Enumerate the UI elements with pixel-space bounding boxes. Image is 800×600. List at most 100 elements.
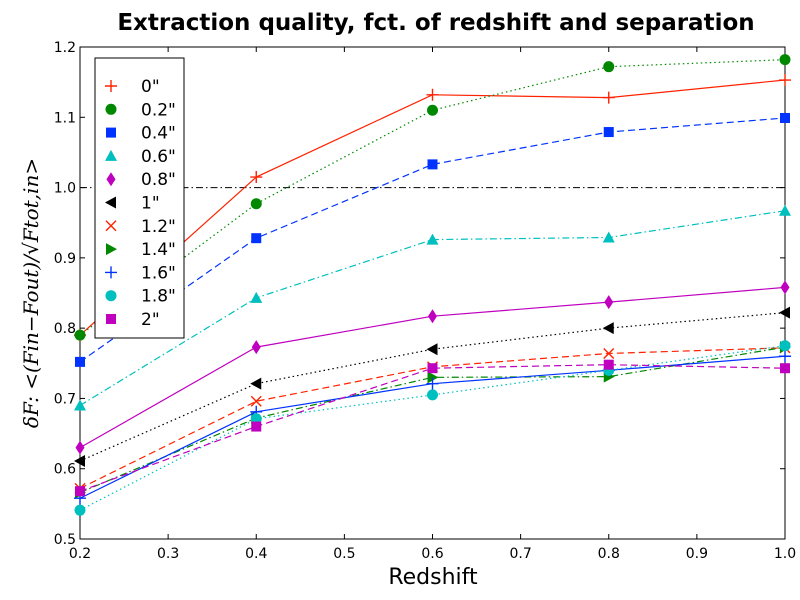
legend-marker <box>105 103 117 115</box>
data-point-0-1 <box>250 171 263 184</box>
data-point-0-2 <box>426 88 439 101</box>
data-point-3-4 <box>779 204 791 216</box>
data-point-1-4 <box>779 54 791 66</box>
plot-area: 0.2 0.3 0.4 0.5 0.6 0.7 0.8 0.9 1.0 0.5 0.6 0.7 0.8 0… <box>54 40 796 562</box>
series-line-5 <box>79 312 786 462</box>
data-point-10-1 <box>251 421 262 432</box>
legend-marker <box>106 314 116 324</box>
series-line-1 <box>79 59 786 336</box>
legend-marker <box>105 220 117 232</box>
x-tick-label: 0.4 <box>245 546 267 562</box>
legend-item: 1.2" <box>105 217 176 237</box>
y-tick-label: 1.2 <box>54 40 76 56</box>
data-point-3-1 <box>250 291 263 303</box>
data-point-5-3 <box>602 322 614 335</box>
data-point-1-2 <box>427 104 438 116</box>
legend-label: 1.4" <box>141 240 176 260</box>
legend-item: 1" <box>105 194 160 214</box>
data-point-10-0 <box>75 486 85 497</box>
legend-item: 1.6" <box>105 263 176 283</box>
x-axis-label: Redshift <box>388 565 478 590</box>
legend-label: 1" <box>141 194 160 214</box>
y-tick-label: 0.8 <box>54 321 76 337</box>
data-point-2-3 <box>603 127 614 138</box>
data-point-5-4 <box>779 306 790 319</box>
data-point-2-1 <box>251 233 262 244</box>
legend-label: 0" <box>141 77 160 97</box>
legend-marker <box>105 80 117 92</box>
x-tick-label: 0.7 <box>509 546 531 562</box>
legend-marker <box>105 149 117 161</box>
data-point-1-3 <box>603 61 615 73</box>
legend-marker <box>105 290 117 302</box>
legend-marker <box>105 266 117 279</box>
legend-label: 1.8" <box>141 287 176 307</box>
x-tick-label: 0.3 <box>157 546 179 562</box>
data-point-3-2 <box>426 233 439 245</box>
x-tick-label: 1.0 <box>774 546 796 562</box>
data-point-10-2 <box>427 363 438 374</box>
data-point-9-0 <box>74 504 86 516</box>
x-tick-label: 0.8 <box>598 546 620 562</box>
x-tick-label: 0.2 <box>69 546 91 562</box>
x-tick-label: 0.9 <box>686 546 708 562</box>
data-point-2-4 <box>780 112 790 123</box>
data-point-10-4 <box>780 363 790 374</box>
data-point-2-0 <box>75 356 85 367</box>
legend-marker <box>105 196 116 209</box>
data-point-6-1 <box>250 395 262 407</box>
data-point-1-1 <box>250 198 262 210</box>
legend-label: 0.8" <box>141 170 176 190</box>
axes-frame <box>79 46 786 540</box>
data-point-0-4 <box>779 74 791 87</box>
y-tick-label: 1.1 <box>54 110 76 126</box>
series-line-2 <box>79 117 786 363</box>
y-tick-label: 0.9 <box>54 251 76 267</box>
data-point-5-1 <box>250 377 262 390</box>
legend: 0" 0.2" 0.4" 0.6" 0.8" 1" 1.2" 1.4" 1.6" 1.8" 2" <box>94 57 185 339</box>
x-tick-label: 0.5 <box>333 546 355 562</box>
data-point-5-2 <box>426 343 438 356</box>
data-point-3-3 <box>602 231 615 243</box>
legend-item: 1.4" <box>106 240 176 260</box>
legend-item: 2" <box>106 310 160 330</box>
legend-marker <box>106 172 116 187</box>
legend-label: 1.6" <box>141 263 176 283</box>
legend-label: 0.4" <box>141 124 176 144</box>
series-line-10 <box>79 364 786 492</box>
legend-marker <box>106 127 116 138</box>
data-point-9-2 <box>427 389 438 401</box>
legend-item: 0.4" <box>106 124 176 144</box>
y-tick-label: 0.5 <box>54 532 76 548</box>
data-point-2-2 <box>427 159 438 170</box>
data-point-0-3 <box>602 91 615 104</box>
data-point-3-0 <box>74 399 86 411</box>
y-tick-label: 0.6 <box>54 462 76 478</box>
y-axis-label: δF: <(Fin−Fout)/√Ftot,in> <box>19 158 43 428</box>
data-point-10-3 <box>603 359 614 370</box>
data-point-1-0 <box>74 329 86 341</box>
legend-label: 0.6" <box>141 147 176 167</box>
legend-label: 1.2" <box>141 217 176 237</box>
legend-item: 1.8" <box>105 287 176 307</box>
legend-label: 0.2" <box>141 100 176 120</box>
legend-item: 0.6" <box>105 147 176 167</box>
legend-item: 0.8" <box>106 170 176 190</box>
data-point-8-4 <box>779 350 791 363</box>
data-point-4-2 <box>428 309 437 324</box>
data-point-4-1 <box>251 340 261 355</box>
data-point-8-2 <box>426 377 439 390</box>
legend-marker <box>106 243 117 256</box>
data-point-4-3 <box>604 295 614 310</box>
x-tick-label: 0.6 <box>421 546 443 562</box>
chart-title: Extraction quality, fct. of redshift and… <box>117 10 754 36</box>
legend-item: 0.2" <box>105 100 176 120</box>
y-tick-label: 1.0 <box>54 181 76 197</box>
y-tick-label: 0.7 <box>54 391 76 407</box>
legend-label: 2" <box>141 310 160 330</box>
data-point-6-3 <box>603 347 615 359</box>
data-point-9-4 <box>779 340 791 352</box>
legend-item: 0" <box>105 77 160 97</box>
data-point-4-4 <box>780 280 790 295</box>
